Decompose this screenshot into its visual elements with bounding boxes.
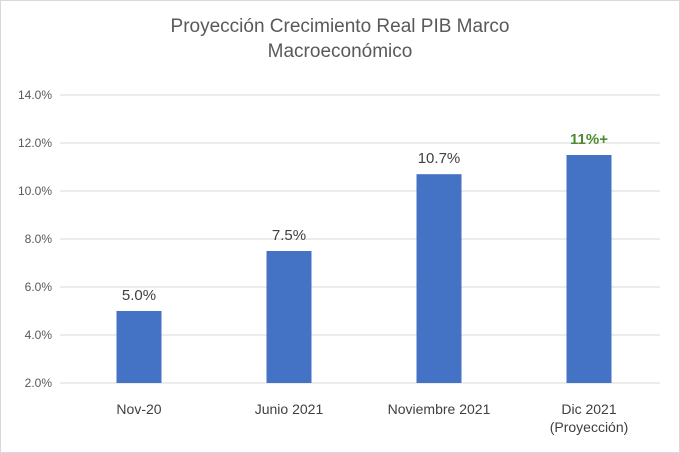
y-tick-label: 2.0% — [25, 376, 53, 390]
data-label: 11%+ — [570, 131, 608, 148]
y-axis-ticks: 2.0% 4.0% 6.0% 8.0% 10.0% 12.0% 14.0% — [18, 88, 52, 390]
y-tick-label: 10.0% — [18, 184, 52, 198]
chart-title-line-2: Macroeconómico — [267, 41, 413, 62]
bar — [116, 311, 162, 383]
bar — [566, 155, 612, 383]
x-tick-label: Nov-20 — [116, 401, 161, 417]
data-label: 10.7% — [418, 150, 461, 167]
y-tick-label: 12.0% — [18, 136, 52, 150]
y-tick-label: 14.0% — [18, 88, 52, 102]
data-label: 7.5% — [272, 227, 306, 244]
x-tick-label: (Proyección) — [550, 419, 629, 435]
chart-title-line-1: Proyección Crecimiento Real PIB Marco — [170, 16, 510, 37]
x-tick-label: Dic 2021 — [561, 401, 616, 417]
x-tick-label: Noviembre 2021 — [388, 401, 491, 417]
bar — [266, 251, 312, 383]
data-label: 5.0% — [122, 287, 156, 304]
bars — [116, 155, 612, 383]
chart-title: Proyección Crecimiento Real PIB Marco Ma… — [0, 14, 680, 64]
y-tick-label: 6.0% — [25, 280, 53, 294]
x-axis-labels: Nov-20 Junio 2021 Noviembre 2021 Dic 2021 (P… — [116, 401, 628, 435]
data-labels: 5.0% 7.5% 10.7% 11%+ — [122, 131, 608, 304]
gridlines — [60, 94, 660, 384]
x-tick-label: Junio 2021 — [255, 401, 324, 417]
y-tick-label: 4.0% — [25, 328, 53, 342]
bar — [416, 174, 462, 383]
y-tick-label: 8.0% — [25, 232, 53, 246]
